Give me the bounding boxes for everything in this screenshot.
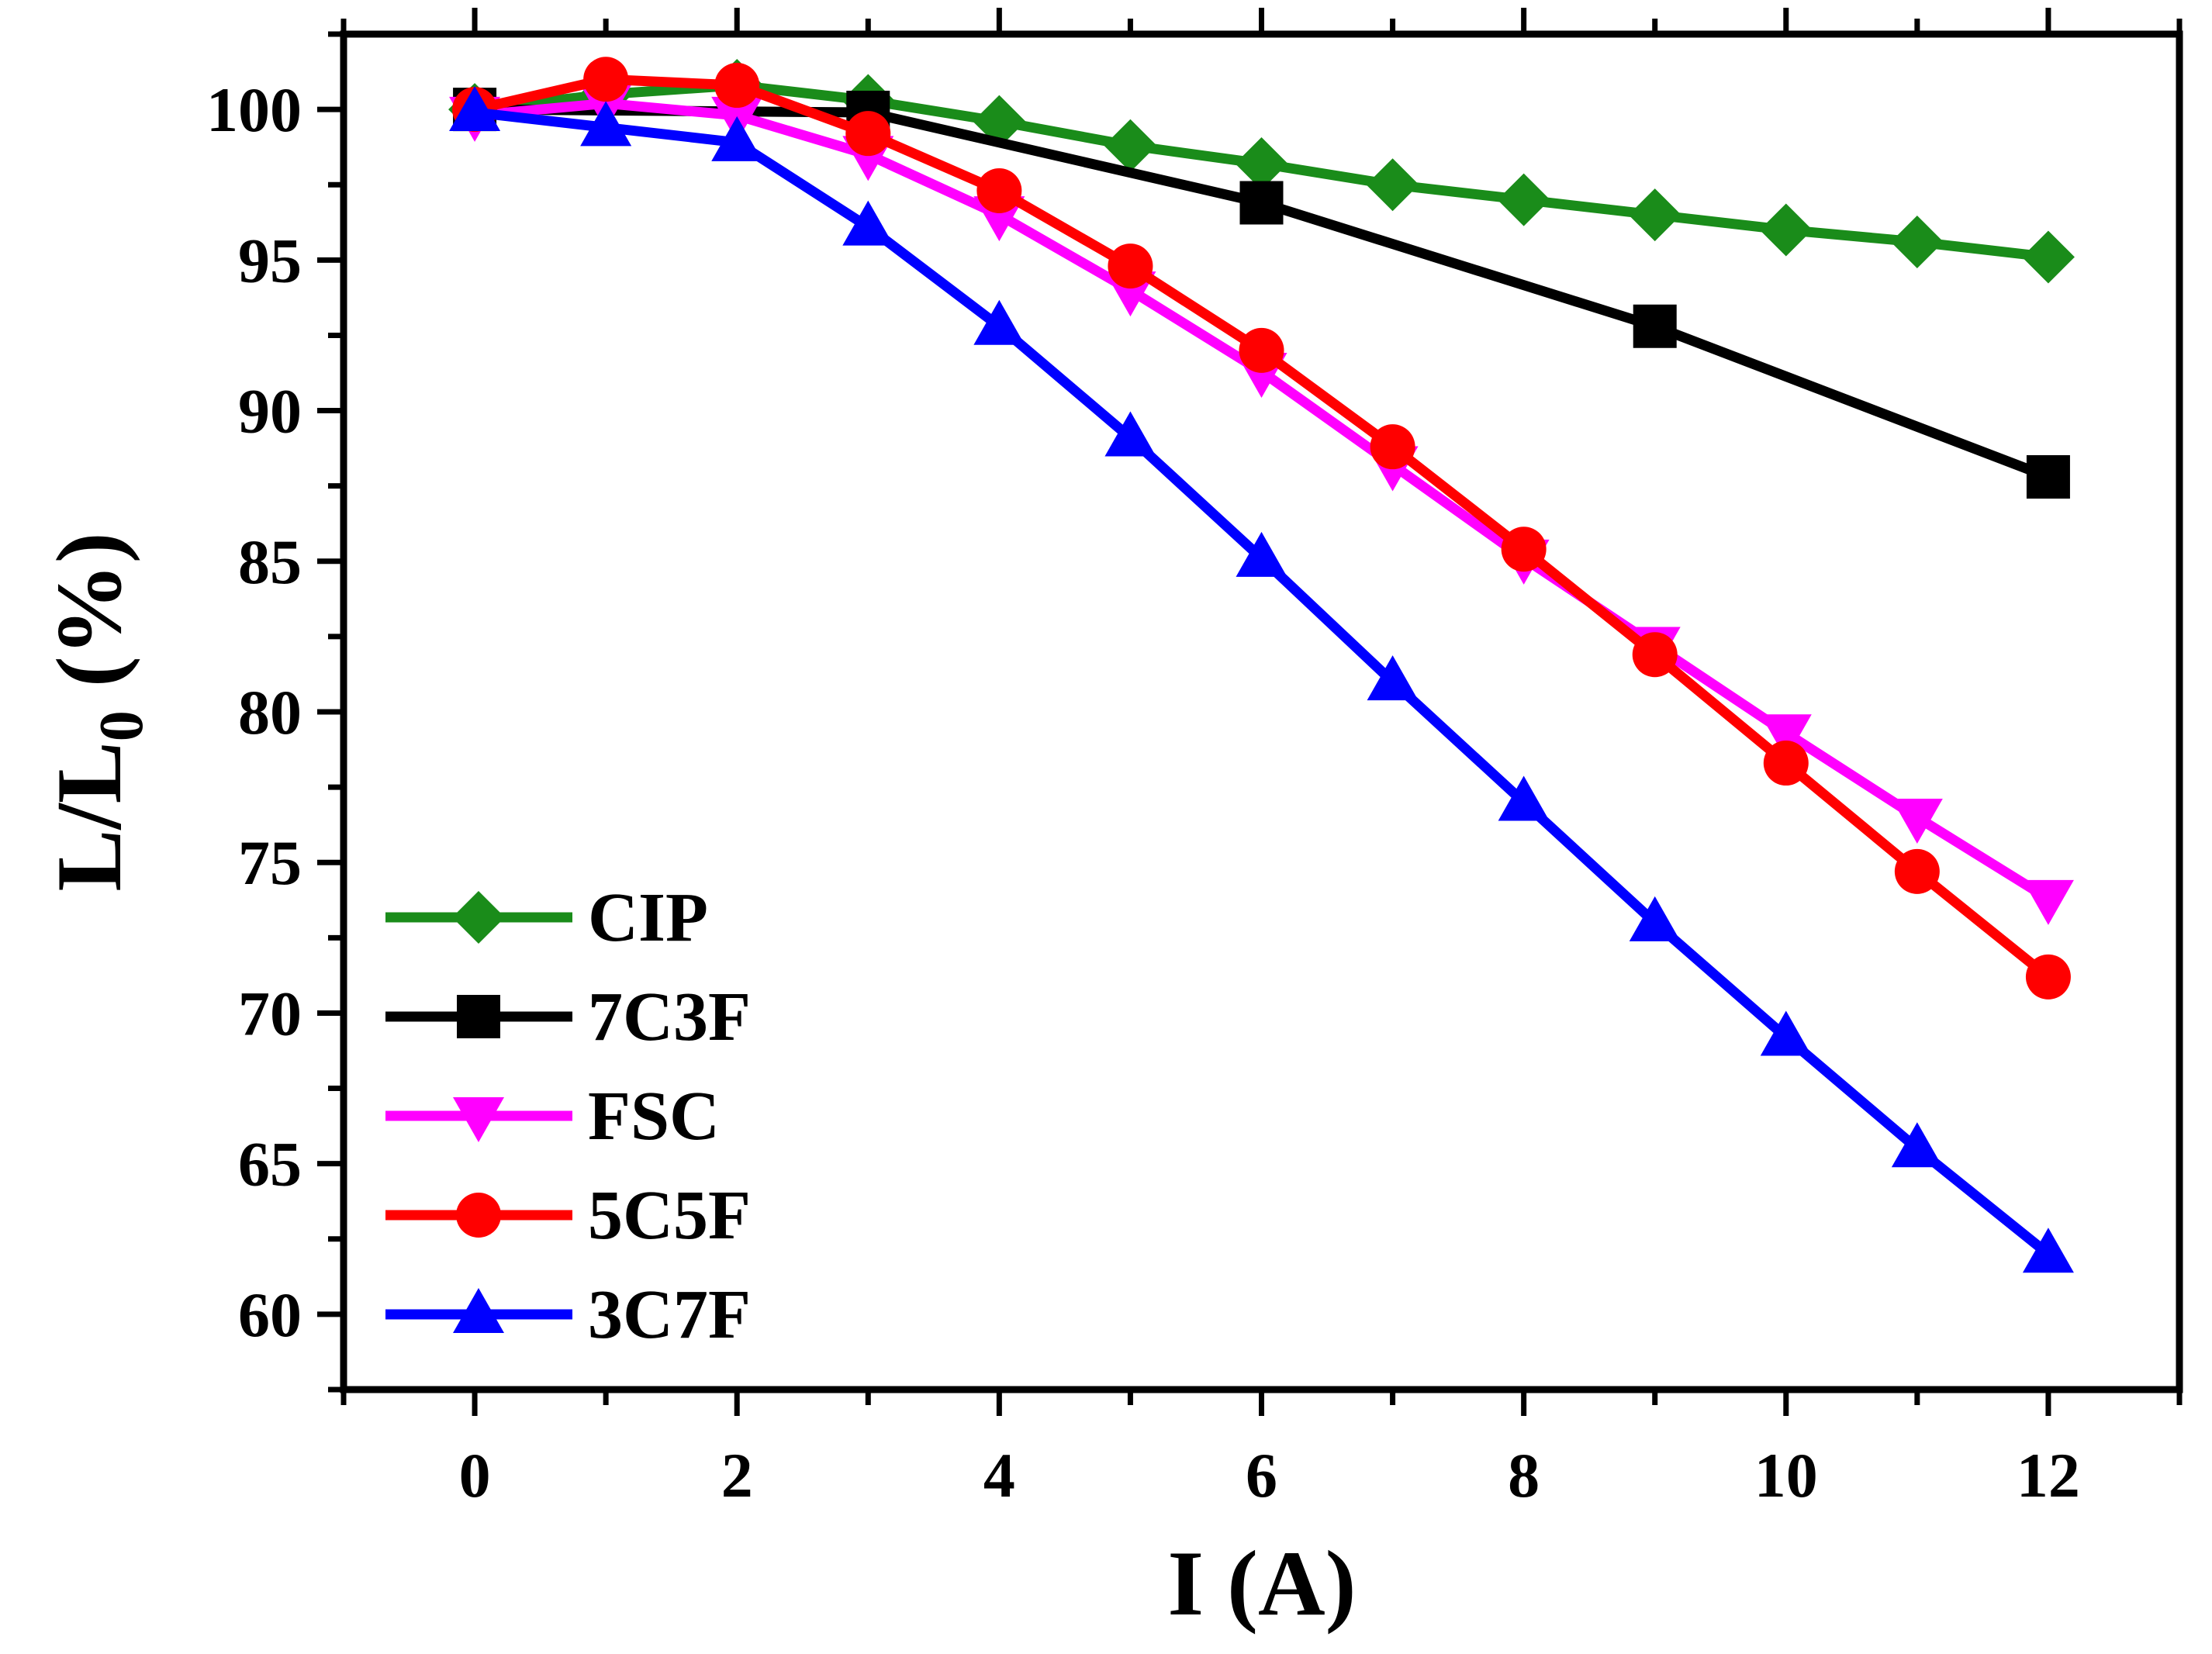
data-point-7C3F xyxy=(2026,455,2070,499)
x-tick-label: 6 xyxy=(1246,1440,1277,1511)
y-axis-label: L/L0 (%) xyxy=(37,532,156,891)
data-point-3C7F xyxy=(2022,1228,2074,1273)
data-point-3C7F xyxy=(1367,655,1419,701)
data-point-5C5F xyxy=(845,111,891,157)
legend-label: 3C7F xyxy=(588,1276,751,1353)
data-point-FSC xyxy=(1760,714,1812,760)
data-point-CIP xyxy=(1497,173,1550,226)
y-axis-label-main: L/L xyxy=(37,741,140,891)
data-point-5C5F xyxy=(1894,848,1940,894)
y-tick-label: 100 xyxy=(206,74,302,145)
legend-marker xyxy=(456,1193,501,1238)
data-point-5C5F xyxy=(1108,243,1153,289)
data-point-5C5F xyxy=(2025,954,2071,1000)
y-tick-label: 90 xyxy=(238,376,302,447)
x-tick-label: 12 xyxy=(2017,1440,2080,1511)
data-point-CIP xyxy=(1628,188,1681,242)
legend-entry-3C7F: 3C7F xyxy=(385,1276,751,1353)
y-tick-label: 75 xyxy=(238,827,302,898)
data-point-7C3F xyxy=(1239,181,1284,225)
legend-marker xyxy=(453,1288,504,1333)
data-point-7C3F xyxy=(1633,304,1677,348)
data-point-5C5F xyxy=(583,57,629,102)
data-point-5C5F xyxy=(1632,632,1678,678)
data-point-CIP xyxy=(1759,203,1813,257)
tick-layer: 0 2 4 6 8 10 12 60 65 70 75 80 85 90 95 100 xyxy=(206,8,2183,1511)
data-point-5C5F xyxy=(976,167,1022,213)
series-5C5F xyxy=(452,57,2071,1000)
x-tick-label: 8 xyxy=(1508,1440,1540,1511)
data-point-5C5F xyxy=(1763,741,1809,786)
data-point-3C7F xyxy=(1104,411,1156,457)
legend-label: 5C5F xyxy=(588,1177,751,1254)
legend-entry-5C5F: 5C5F xyxy=(385,1177,751,1254)
data-point-CIP xyxy=(1104,119,1157,172)
data-point-3C7F xyxy=(842,200,894,246)
legend-entry-CIP: CIP xyxy=(385,879,708,956)
legend-label: FSC xyxy=(588,1078,720,1155)
y-axis-label-suffix: (%) xyxy=(37,532,140,710)
legend-marker xyxy=(453,1097,504,1142)
series-layer xyxy=(448,57,2075,1273)
y-axis-label-subscript: 0 xyxy=(88,710,156,741)
x-tick-label: 4 xyxy=(983,1440,1015,1511)
y-tick-label: 60 xyxy=(238,1279,302,1350)
data-point-FSC xyxy=(2022,879,2074,925)
data-point-3C7F xyxy=(1498,775,1550,821)
legend-entry-FSC: FSC xyxy=(385,1078,720,1155)
legend-label: CIP xyxy=(588,879,708,956)
data-point-3C7F xyxy=(973,299,1025,345)
data-point-5C5F xyxy=(1239,327,1284,373)
data-point-CIP xyxy=(1890,216,1944,269)
data-point-CIP xyxy=(2021,230,2075,284)
data-point-3C7F xyxy=(1891,1122,1943,1168)
data-point-CIP xyxy=(1366,158,1419,212)
x-tick-label: 2 xyxy=(721,1440,753,1511)
y-tick-label: 95 xyxy=(238,225,302,295)
data-point-5C5F xyxy=(714,63,760,109)
data-point-3C7F xyxy=(1760,1010,1812,1056)
data-point-5C5F xyxy=(1370,424,1415,470)
plot-frame xyxy=(340,30,2183,1393)
data-point-3C7F xyxy=(449,85,501,131)
y-tick-label: 65 xyxy=(238,1129,302,1200)
data-point-3C7F xyxy=(580,101,632,147)
legend-marker xyxy=(452,891,505,944)
x-tick-label: 10 xyxy=(1754,1440,1818,1511)
series-3C7F xyxy=(449,85,2074,1273)
series-CIP xyxy=(448,59,2075,284)
y-tick-label: 85 xyxy=(238,527,302,597)
data-point-5C5F xyxy=(1501,527,1547,572)
legend-entry-7C3F: 7C3F xyxy=(385,979,751,1055)
data-point-CIP xyxy=(1235,137,1288,191)
data-point-FSC xyxy=(1891,798,1943,844)
data-point-3C7F xyxy=(711,116,763,161)
y-tick-label: 70 xyxy=(238,978,302,1048)
legend-label: 7C3F xyxy=(588,979,751,1055)
x-axis-label: I (A) xyxy=(1167,1531,1356,1635)
x-tick-label: 0 xyxy=(459,1440,491,1511)
data-point-3C7F xyxy=(1629,896,1681,941)
data-point-3C7F xyxy=(1236,531,1287,577)
y-tick-label: 80 xyxy=(238,677,302,748)
legend: CIP 7C3F FSC 5C5F 3C7F xyxy=(385,879,751,1353)
legend-marker xyxy=(457,995,500,1038)
